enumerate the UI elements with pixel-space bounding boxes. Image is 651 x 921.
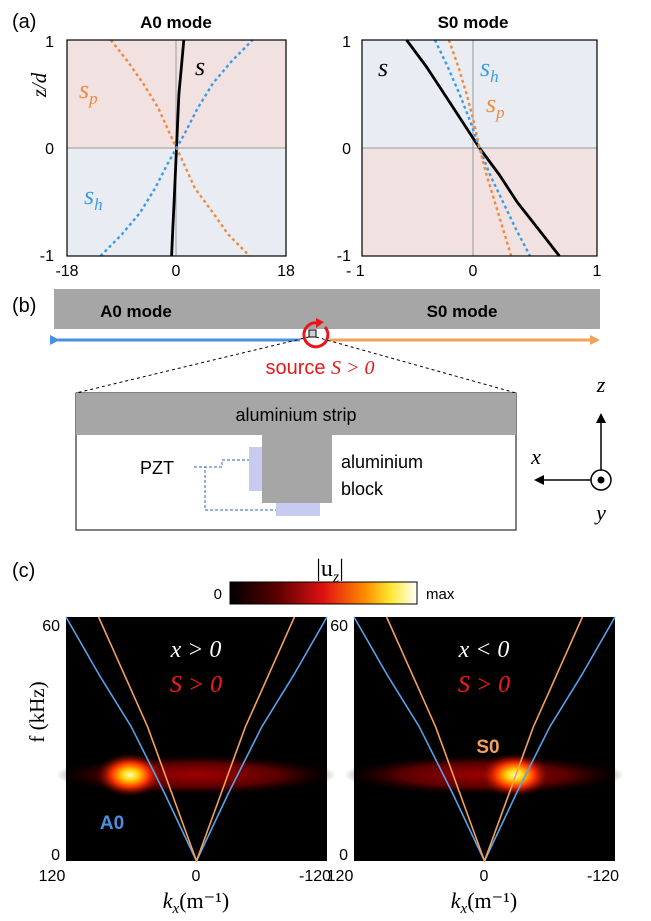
c-right-ytick-0: 0 xyxy=(339,847,348,864)
a-left-ytick-1: 1 xyxy=(45,34,54,51)
series-S0-line xyxy=(97,616,296,862)
pzt-label: PZT xyxy=(140,458,174,478)
pzt-side xyxy=(249,447,262,491)
s0-sh-label: sh xyxy=(480,53,499,86)
c-right-xtick-120: 120 xyxy=(327,868,354,885)
aluminium-strip-label: aluminium strip xyxy=(235,405,356,425)
c-left-ytick-0: 0 xyxy=(51,847,60,864)
c-right-s0-label: S0 xyxy=(476,737,499,758)
s0-curves xyxy=(405,39,561,257)
panel-c-label: (c) xyxy=(12,560,35,582)
a0-plot-frame xyxy=(66,39,287,257)
a-right-xtick-m1: - 1 xyxy=(346,263,365,280)
zoom-line-left xyxy=(75,336,310,394)
strip-a0-label: A0 mode xyxy=(100,302,172,321)
source-rotation-arrowhead-icon xyxy=(316,318,324,328)
series-sh-line xyxy=(99,39,254,257)
colorbar-title: |uz| xyxy=(316,556,344,586)
a0-curves xyxy=(99,39,254,257)
s0-sp-label: sp xyxy=(486,89,505,122)
c-right-xtick-m120: -120 xyxy=(587,868,619,885)
a-left-ytick-m1: -1 xyxy=(40,248,54,265)
a-left-xtick-0: 0 xyxy=(172,263,181,280)
c-left-xlabel: kx(m⁻¹) xyxy=(163,888,229,917)
c-left-xtick-m120: -120 xyxy=(299,868,331,885)
a0-sp-label: sp xyxy=(79,75,98,108)
upper-region-right xyxy=(362,40,597,148)
colorbar xyxy=(229,581,418,605)
a0-sh-label: sh xyxy=(84,181,103,214)
c-left-ytick-60: 60 xyxy=(42,618,60,635)
s0-s-label: s xyxy=(378,53,388,82)
y-axis-label: y xyxy=(594,500,606,525)
s0-mode-title: S0 mode xyxy=(438,13,509,32)
a-right-ytick-1: 1 xyxy=(342,34,351,51)
aluminium-block xyxy=(262,435,332,503)
a-right-ytick-0: 0 xyxy=(342,141,351,158)
panel-b-label: (b) xyxy=(12,295,36,317)
c-right-cond2: S > 0 xyxy=(458,672,510,698)
series-sh-line xyxy=(433,39,532,257)
heatmap-right-curves xyxy=(353,616,616,862)
heatmap-left xyxy=(66,617,327,861)
a-right-ytick-m1: -1 xyxy=(337,248,351,265)
a-left-xtick-m18: -18 xyxy=(55,263,78,280)
pzt-wire-1 xyxy=(194,459,249,468)
zoom-line-right xyxy=(315,336,517,394)
c-right-ytick-60: 60 xyxy=(330,618,348,635)
source-rotation-icon xyxy=(302,321,330,349)
c-right-cond1: x < 0 xyxy=(458,637,510,663)
series-S0-line xyxy=(385,616,584,862)
a-right-xtick-0: 0 xyxy=(469,263,478,280)
series-sp-line xyxy=(447,39,513,257)
pzt-bottom xyxy=(276,503,320,516)
colorbar-min: 0 xyxy=(214,586,222,603)
a-right-xtick-1: 1 xyxy=(593,263,602,280)
z-axis-label: z xyxy=(596,372,606,397)
source-marker xyxy=(308,329,317,338)
a-left-ytick-0: 0 xyxy=(45,141,54,158)
a0-mode-title: A0 mode xyxy=(140,13,212,32)
panel-a-label: (a) xyxy=(12,11,36,33)
a-left-xtick-18: 18 xyxy=(277,263,295,280)
lower-region-right xyxy=(362,148,597,256)
c-left-cond1: x > 0 xyxy=(170,637,222,663)
c-left-xtick-0: 0 xyxy=(192,868,201,885)
c-right-xtick-0: 0 xyxy=(480,868,489,885)
c-left-cond2: S > 0 xyxy=(170,672,222,698)
z-over-d-axis-label: z/d xyxy=(27,72,51,98)
s0-plot-frame xyxy=(361,39,598,257)
c-left-a0-label: A0 xyxy=(100,813,124,834)
colorbar-max: max xyxy=(426,586,455,603)
heatmap-left-curves xyxy=(65,616,328,862)
block-label-2: block xyxy=(341,479,384,499)
c-ylabel: f (kHz) xyxy=(25,681,49,742)
strip-s0-label: S0 mode xyxy=(427,302,498,321)
c-left-xtick-120: 120 xyxy=(39,868,66,885)
aluminium-strip xyxy=(76,393,516,435)
a0-s-label: s xyxy=(195,52,205,81)
block-label-1: aluminium xyxy=(341,452,423,472)
heatmap-left-hotspot xyxy=(96,753,164,797)
source-label: source S > 0 xyxy=(265,357,374,379)
x-axis-label: x xyxy=(530,444,541,469)
heatmap-right xyxy=(354,617,615,861)
c-right-xlabel: kx(m⁻¹) xyxy=(451,888,517,917)
strip-bar xyxy=(54,289,600,329)
y-axis-dot-icon xyxy=(597,476,605,484)
pzt-wire-2 xyxy=(204,466,276,511)
